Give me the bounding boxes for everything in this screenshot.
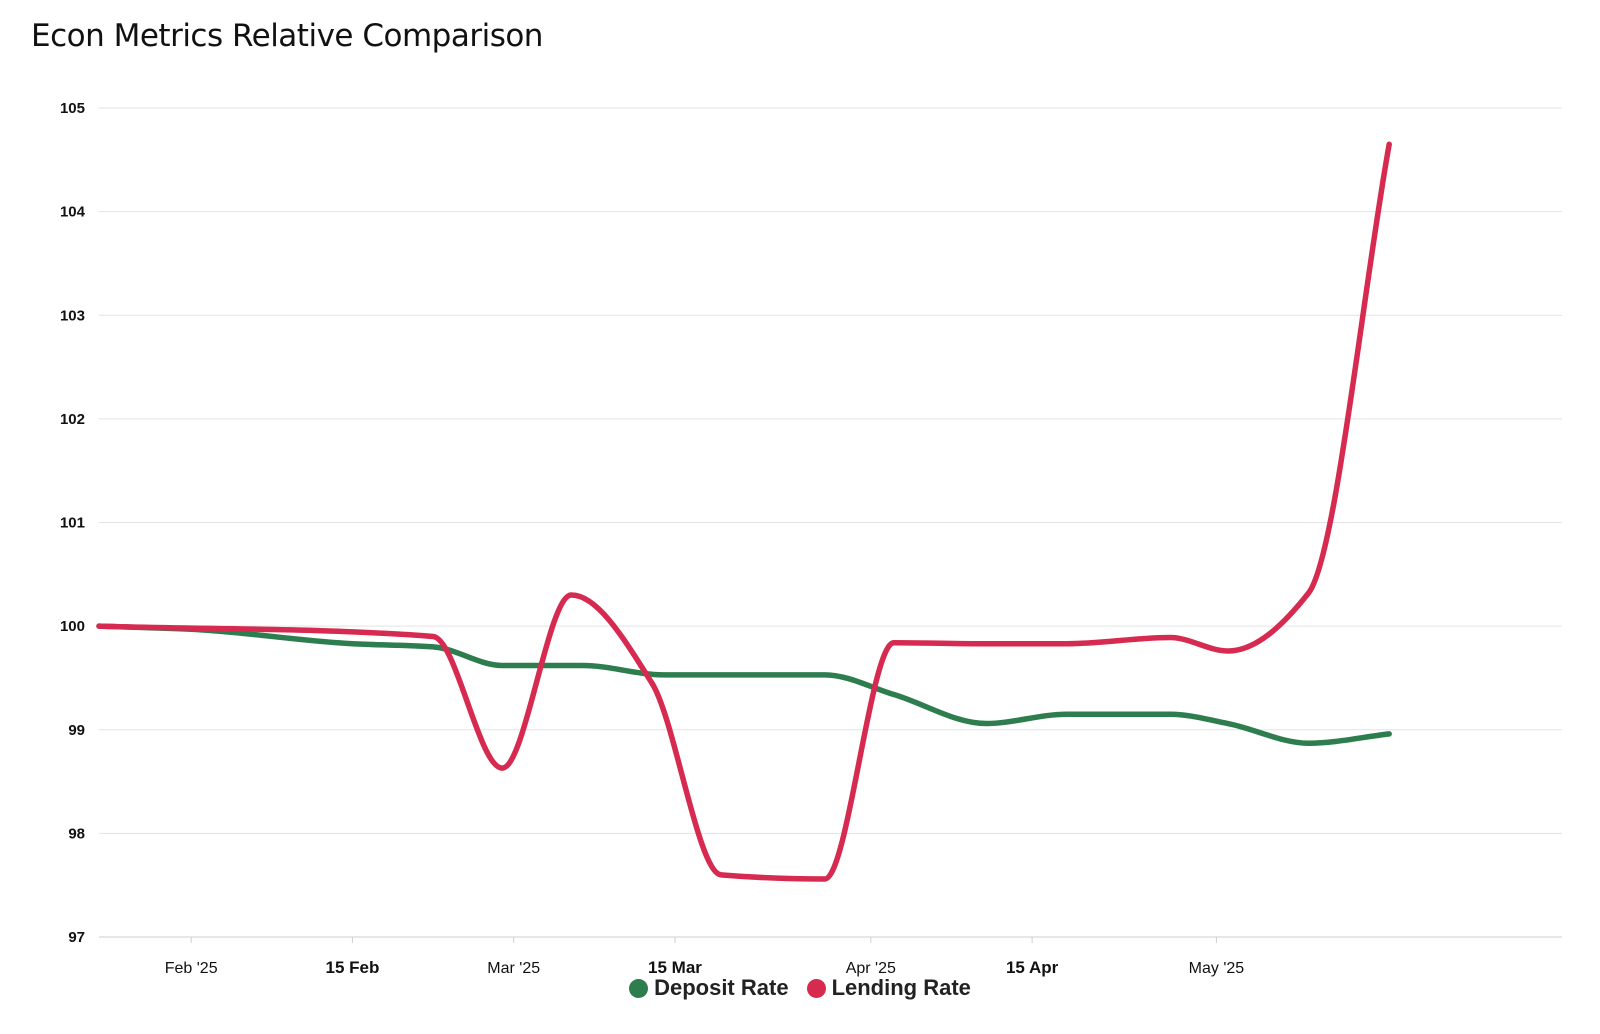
x-tick-label: 15 Mar: [648, 958, 702, 977]
legend: Deposit Rate Lending Rate: [0, 975, 1600, 1001]
legend-label: Deposit Rate: [654, 975, 789, 1000]
y-tick-label: 101: [60, 515, 85, 532]
x-tick-label: May '25: [1189, 960, 1245, 977]
x-tick-label: Feb '25: [165, 960, 218, 977]
lending-rate-line: [96, 141, 1392, 882]
y-tick-label: 99: [68, 722, 85, 739]
y-tick-label: 102: [60, 411, 85, 428]
legend-item-deposit-rate[interactable]: Deposit Rate: [629, 975, 789, 1001]
x-tick-label: 15 Feb: [326, 958, 380, 977]
gridlines: [99, 107, 1562, 834]
axes: 97 98 99 100 101 102 103 104 105 Feb '25 15 Feb Mar…: [60, 100, 1562, 977]
y-tick-label: 105: [60, 100, 85, 117]
y-tick-label: 104: [60, 204, 86, 221]
y-tick-label: 97: [68, 929, 85, 946]
chart-title: Econ Metrics Relative Comparison: [31, 18, 543, 54]
x-tick-label: Apr '25: [846, 960, 896, 977]
y-tick-label: 100: [60, 618, 85, 635]
x-tick-label: 15 Apr: [1006, 958, 1059, 977]
legend-swatch-icon: [629, 978, 649, 998]
deposit-rate-line: [96, 623, 1392, 746]
y-tick-label: 98: [68, 825, 85, 842]
legend-item-lending-rate[interactable]: Lending Rate: [806, 975, 971, 1001]
legend-label: Lending Rate: [831, 975, 971, 1000]
legend-swatch-icon: [806, 978, 826, 998]
y-tick-label: 103: [60, 307, 85, 324]
x-tick-label: Mar '25: [487, 960, 540, 977]
series-lines: [96, 141, 1392, 882]
